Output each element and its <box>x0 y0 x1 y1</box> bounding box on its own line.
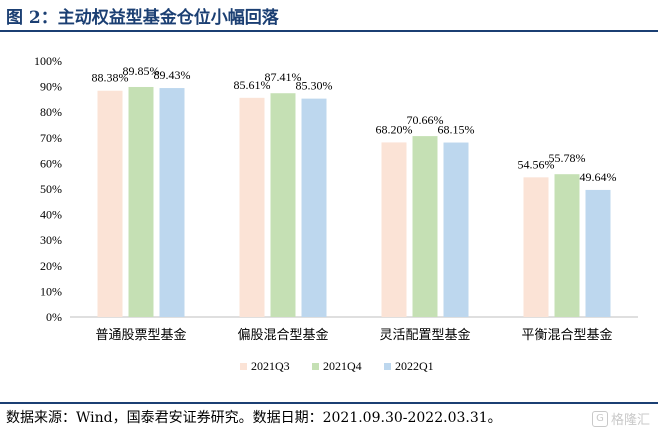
bar-2021q3 <box>239 97 265 317</box>
watermark: G 格隆汇 <box>591 409 650 428</box>
watermark-text: 格隆汇 <box>610 413 650 428</box>
y-tick-label: 40% <box>40 208 62 222</box>
bottom-rule <box>0 402 658 404</box>
watermark-logo-icon: G <box>591 410 608 427</box>
legend-label: 2021Q4 <box>323 359 362 373</box>
bar-2021q3 <box>97 90 123 318</box>
category-label: 灵活配置型基金 <box>379 327 470 343</box>
bar-2021q4 <box>270 93 296 317</box>
data-label: 88.38% <box>92 71 129 85</box>
source-note: 数据来源：Wind，国泰君安证券研究。数据日期：2021.09.30-2022.… <box>6 410 502 426</box>
bar-2021q4 <box>412 136 438 317</box>
legend-label: 2022Q1 <box>395 359 434 373</box>
bar-2021q3 <box>523 177 549 317</box>
bar-2022q1 <box>443 142 469 317</box>
bar-chart: 0%10%20%30%40%50%60%70%80%90%100%88.38%8… <box>34 54 638 373</box>
y-tick-label: 60% <box>40 156 62 170</box>
bar-2021q4 <box>554 174 580 317</box>
data-label: 89.43% <box>154 68 191 82</box>
data-label: 85.61% <box>234 78 271 92</box>
y-tick-label: 20% <box>40 259 62 273</box>
y-tick-label: 100% <box>34 54 62 68</box>
y-tick-label: 90% <box>40 80 62 94</box>
data-label: 70.66% <box>407 113 444 127</box>
y-tick-label: 30% <box>40 233 62 247</box>
data-label: 68.15% <box>438 123 475 137</box>
data-label: 55.78% <box>549 151 586 165</box>
data-label: 87.41% <box>265 70 302 84</box>
category-label: 平衡混合型基金 <box>521 327 612 343</box>
data-label: 68.20% <box>376 122 413 136</box>
figure-title: 图 2：主动权益型基金仓位小幅回落 <box>6 8 279 28</box>
top-rule <box>0 30 658 32</box>
y-tick-label: 50% <box>40 182 62 196</box>
data-label: 89.85% <box>123 64 160 78</box>
legend-swatch-2021q4 <box>312 363 319 370</box>
y-tick-label: 0% <box>46 310 62 324</box>
category-label: 普通股票型基金 <box>95 327 186 343</box>
legend-swatch-2021q3 <box>240 363 247 370</box>
y-tick-label: 10% <box>40 284 62 298</box>
bar-2022q1 <box>301 98 327 317</box>
bar-2022q1 <box>585 189 611 317</box>
data-label: 85.30% <box>296 79 333 93</box>
category-label: 偏股混合型基金 <box>237 327 328 343</box>
legend-swatch-2022q1 <box>384 363 391 370</box>
data-label: 49.64% <box>580 170 617 184</box>
bar-2021q4 <box>128 86 154 317</box>
y-tick-label: 70% <box>40 131 62 145</box>
bar-2021q3 <box>381 142 407 317</box>
y-tick-label: 80% <box>40 105 62 119</box>
bar-2022q1 <box>159 88 185 317</box>
legend-label: 2021Q3 <box>251 359 290 373</box>
data-label: 54.56% <box>518 157 555 171</box>
